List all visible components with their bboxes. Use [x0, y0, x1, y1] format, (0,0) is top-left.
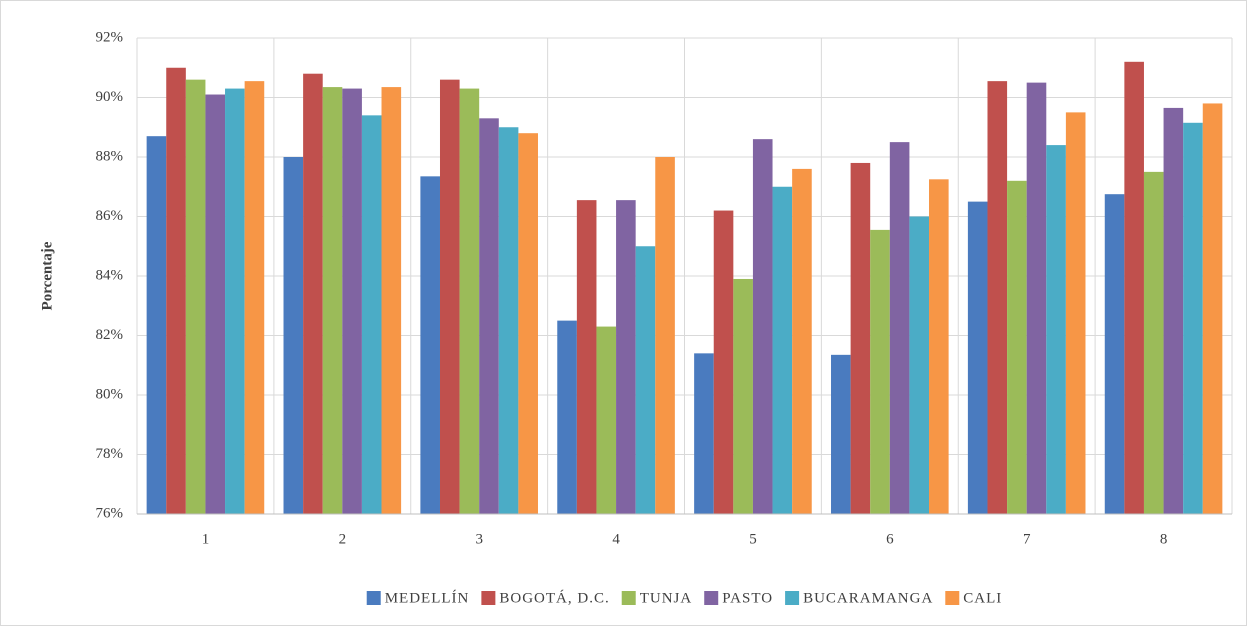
bar [185, 79, 206, 515]
bar [1065, 112, 1086, 514]
x-tick-label: 5 [749, 531, 757, 547]
y-tick-label: 88% [96, 148, 124, 164]
bar [498, 127, 519, 514]
bar [792, 168, 812, 514]
bar [1143, 171, 1164, 514]
x-tick-label: 6 [886, 531, 894, 547]
bar [616, 200, 636, 514]
legend-label: BOGOTÁ, D.C. [499, 589, 609, 606]
bar [244, 81, 265, 514]
bar [889, 142, 910, 514]
bar [322, 87, 343, 515]
bar [166, 67, 186, 514]
y-axis-label: Porcentaje [39, 241, 55, 310]
legend-swatch [366, 591, 381, 605]
bar [772, 186, 793, 514]
bar [459, 88, 480, 514]
bar [870, 229, 890, 514]
y-tick-label: 86% [96, 208, 124, 224]
y-tick-label: 80% [96, 386, 124, 402]
bar [557, 320, 577, 514]
y-tick-label: 82% [96, 327, 124, 343]
bar [635, 246, 656, 514]
legend-swatch [704, 591, 719, 605]
bar [576, 200, 597, 514]
bar [850, 162, 871, 514]
bar [713, 210, 734, 515]
bar [479, 118, 499, 514]
bar [1163, 107, 1184, 514]
bar [420, 176, 440, 514]
bar [205, 94, 226, 515]
x-tick-label: 7 [1023, 531, 1031, 547]
bar [909, 216, 930, 514]
bar [225, 88, 245, 514]
bar [733, 278, 753, 514]
y-tick-label: 84% [96, 267, 124, 283]
y-tick-label: 92% [96, 29, 124, 45]
bar [655, 157, 675, 514]
bar [1104, 194, 1125, 514]
bar [283, 157, 304, 514]
bar [1124, 61, 1144, 515]
legend-swatch [481, 591, 496, 605]
legend-label: CALI [963, 590, 1002, 606]
bar [831, 354, 851, 514]
legend-label: BUCARAMANGA [803, 590, 933, 606]
bar [146, 136, 167, 515]
x-tick-label: 3 [475, 531, 483, 547]
bar [929, 179, 949, 514]
legend-label: TUNJA [640, 590, 693, 606]
legend-swatch [621, 591, 636, 605]
bar [518, 133, 538, 514]
bar [1202, 103, 1223, 514]
bar [1026, 82, 1047, 514]
legend-label: PASTO [722, 590, 773, 606]
bar [967, 201, 988, 514]
x-tick-label: 1 [202, 531, 210, 547]
legend-swatch [785, 591, 800, 605]
legend-swatch [945, 591, 960, 605]
y-tick-label: 76% [96, 505, 124, 521]
x-tick-label: 4 [612, 531, 620, 547]
bar [1046, 145, 1066, 514]
x-tick-label: 8 [1160, 531, 1168, 547]
bar [987, 81, 1008, 514]
bar [694, 353, 714, 514]
bar [1007, 180, 1027, 515]
bar [342, 88, 362, 514]
y-tick-label: 90% [96, 89, 124, 105]
y-tick-label: 78% [96, 446, 124, 462]
bar [752, 139, 773, 514]
x-tick-label: 2 [339, 531, 347, 547]
bar [303, 73, 323, 514]
bar [439, 79, 460, 515]
bar [1183, 122, 1203, 514]
bar [361, 115, 382, 514]
bar [381, 87, 402, 515]
legend-label: MEDELLÍN [385, 589, 470, 606]
bar [596, 326, 617, 514]
